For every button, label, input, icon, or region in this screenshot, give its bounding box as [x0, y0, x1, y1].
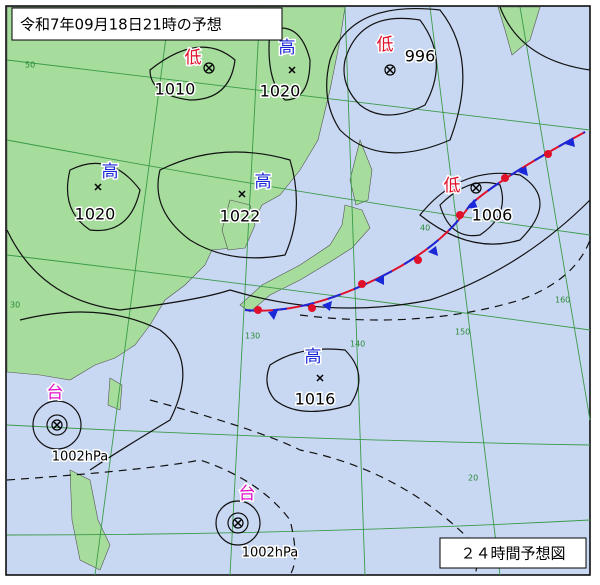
- center-circle: [203, 62, 215, 74]
- center-mark: [386, 66, 394, 74]
- graticule-label: 130: [245, 332, 260, 341]
- graticule-label: 40: [420, 224, 430, 233]
- system-kind: 高: [102, 162, 119, 182]
- pressure-label: 1010: [155, 80, 196, 99]
- center-mark: [205, 64, 213, 72]
- graticule: [6, 6, 591, 576]
- center-mark: [472, 184, 480, 192]
- center-circle: [470, 182, 482, 194]
- system-kind: 台: [239, 484, 256, 504]
- pressure-label: 996: [405, 47, 436, 66]
- center-mark: [234, 519, 242, 527]
- center-circle: [232, 517, 244, 529]
- graticule-label: 140: [350, 340, 365, 349]
- center-mark: [288, 66, 296, 74]
- graticule-label: 30: [10, 301, 20, 310]
- center-mark: [53, 421, 61, 429]
- map-title: 令和7年09月18日21時の予想: [20, 16, 222, 34]
- center-circle: [51, 419, 63, 431]
- graticule-label: 150: [455, 328, 470, 337]
- pressure-label: 1020: [260, 82, 301, 101]
- labels: 低 1010 高 1020 低 996 高 1020 高 1022 低 1006 高 1016 台 1002h…: [10, 34, 570, 563]
- system-kind: 低: [185, 48, 202, 68]
- isobars: [6, 6, 591, 576]
- footer-box: [439, 537, 587, 569]
- system-kind: 低: [377, 35, 394, 55]
- graticule-label: 20: [468, 474, 478, 483]
- pressure-label: 1002hPa: [52, 450, 109, 465]
- system-kind: 高: [305, 347, 322, 367]
- pressure-label: 1006: [472, 206, 513, 225]
- system-kind: 低: [444, 176, 461, 196]
- system-kind: 台: [47, 383, 64, 403]
- center-mark: [238, 190, 246, 198]
- graticule-label: 50: [25, 61, 35, 70]
- land: [6, 6, 541, 571]
- center-circle: [384, 64, 396, 76]
- front: [244, 131, 586, 320]
- system-kind: 高: [279, 38, 296, 58]
- pressure-label: 1016: [295, 390, 336, 409]
- system-kind: 高: [255, 172, 272, 192]
- pressure-label: 1022: [220, 207, 261, 226]
- forecast-label: ２４時間予想図: [460, 545, 565, 563]
- center-mark: [94, 183, 102, 191]
- graticule-label: 160: [555, 296, 570, 305]
- pressure-label: 1002hPa: [242, 546, 299, 561]
- center-mark: [316, 374, 324, 382]
- title-box: [11, 7, 283, 41]
- pressure-label: 1020: [75, 205, 116, 224]
